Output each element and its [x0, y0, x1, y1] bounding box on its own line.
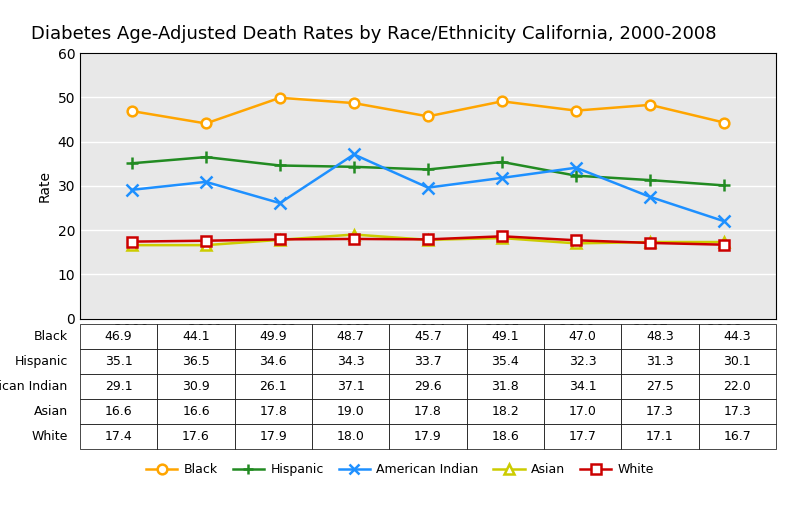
Black: [275, 95, 285, 101]
Black: [498, 98, 507, 105]
Hispanic: [127, 160, 137, 167]
Hispanic: [349, 164, 358, 170]
American Indian: [646, 194, 655, 200]
Line: Asian: Asian: [127, 230, 729, 250]
American Indian: [127, 187, 137, 193]
American Indian: [719, 218, 729, 225]
Line: American Indian: American Indian: [126, 148, 730, 227]
Line: White: White: [127, 232, 729, 250]
American Indian: [571, 165, 581, 171]
American Indian: [423, 184, 433, 191]
Black: [349, 100, 358, 106]
Asian: [646, 239, 655, 245]
Asian: [275, 237, 285, 243]
White: [201, 237, 210, 244]
American Indian: [201, 178, 210, 185]
Black: [646, 102, 655, 108]
White: [275, 236, 285, 243]
Text: © TheDiabetesCouncil.com: © TheDiabetesCouncil.com: [305, 504, 495, 518]
Legend: Black, Hispanic, American Indian, Asian, White: Black, Hispanic, American Indian, Asian,…: [141, 458, 659, 482]
Hispanic: [423, 166, 433, 173]
White: [127, 238, 137, 245]
Hispanic: [646, 177, 655, 183]
Asian: [423, 237, 433, 243]
Black: [201, 121, 210, 127]
Line: Black: Black: [127, 93, 729, 129]
Black: [719, 119, 729, 126]
Black: [423, 113, 433, 119]
Y-axis label: Rate: Rate: [38, 170, 52, 202]
Asian: [201, 242, 210, 249]
Hispanic: [719, 182, 729, 189]
Black: [571, 107, 581, 114]
White: [423, 236, 433, 243]
White: [498, 233, 507, 239]
American Indian: [498, 175, 507, 181]
White: [719, 242, 729, 248]
Asian: [349, 232, 358, 238]
Hispanic: [275, 162, 285, 169]
Asian: [498, 235, 507, 241]
Line: Hispanic: Hispanic: [126, 151, 730, 192]
Asian: [127, 242, 137, 249]
White: [571, 237, 581, 244]
American Indian: [349, 151, 358, 158]
White: [349, 236, 358, 242]
White: [646, 240, 655, 246]
Black: [127, 108, 137, 114]
Hispanic: [571, 173, 581, 179]
Asian: [719, 239, 729, 245]
Hispanic: [201, 154, 210, 160]
Text: Diabetes Age-Adjusted Death Rates by Race/Ethnicity California, 2000-2008: Diabetes Age-Adjusted Death Rates by Rac…: [31, 25, 717, 43]
Asian: [571, 240, 581, 246]
American Indian: [275, 200, 285, 206]
Hispanic: [498, 159, 507, 165]
